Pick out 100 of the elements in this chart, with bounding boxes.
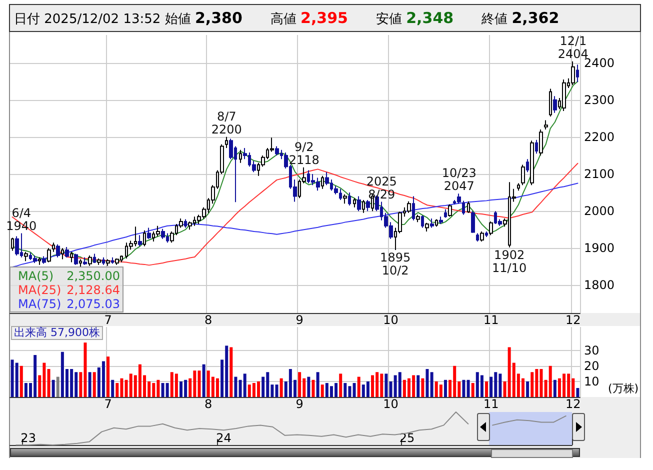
bar <box>111 380 114 397</box>
bar <box>298 372 302 397</box>
candlestick <box>239 149 242 164</box>
candlestick <box>74 253 78 266</box>
candlestick <box>111 256 114 264</box>
candlestick <box>102 256 105 266</box>
bar <box>106 356 110 397</box>
candlestick <box>11 237 14 252</box>
text: 終値 2,362 <box>482 9 560 27</box>
candlestick <box>571 60 575 86</box>
candlestick <box>188 220 192 230</box>
annotation: 8/7 2200 <box>211 109 242 136</box>
bar <box>371 375 374 397</box>
candlestick <box>138 234 142 247</box>
candlestick <box>526 158 529 173</box>
bar <box>398 372 402 397</box>
bar <box>439 384 442 397</box>
bar <box>312 380 315 397</box>
candlestick <box>348 192 351 206</box>
series-label: MA(5) 2,350.00 <box>18 269 120 283</box>
x-tick-label: 9 <box>296 313 304 327</box>
candlestick <box>225 136 228 149</box>
candlestick <box>42 256 46 264</box>
bar <box>352 383 356 397</box>
bar <box>430 372 434 397</box>
annotation: 1895 10/2 <box>380 250 411 278</box>
y-tick-label: 2000 <box>584 204 615 218</box>
bar <box>320 384 324 397</box>
chart-title: 出来高 57,900株 <box>11 326 103 340</box>
candlestick <box>467 200 470 214</box>
bar <box>88 372 92 397</box>
candlestick <box>339 188 342 200</box>
annotation: 2025 8/29 <box>366 174 397 202</box>
candlestick <box>15 236 19 256</box>
candlestick <box>343 194 347 204</box>
candlestick <box>161 228 165 240</box>
candlestick <box>70 251 73 263</box>
y-tick-label: 30 <box>584 343 600 358</box>
bar <box>471 383 474 397</box>
bar <box>366 381 370 397</box>
bar <box>20 366 23 397</box>
bar <box>344 383 347 397</box>
bar <box>275 384 278 397</box>
candlestick <box>47 248 51 263</box>
candlestick <box>517 182 520 192</box>
candlestick <box>421 215 424 228</box>
bar <box>47 369 50 397</box>
y-tick-label: 2200 <box>584 130 615 144</box>
bar <box>216 378 219 397</box>
candlestick <box>321 175 324 190</box>
candlestick <box>61 248 64 260</box>
bar <box>548 366 552 397</box>
candlestick <box>362 199 365 214</box>
candlestick <box>476 232 479 242</box>
bar <box>280 378 283 397</box>
candlestick <box>425 222 429 232</box>
candlestick <box>33 255 37 264</box>
bar <box>202 364 206 397</box>
bar <box>339 374 342 397</box>
candlestick <box>416 214 420 223</box>
candlestick <box>88 255 92 266</box>
candlestick <box>83 256 87 266</box>
bar <box>576 388 580 397</box>
candlestick <box>521 164 525 186</box>
candlestick <box>407 200 411 214</box>
bar <box>384 374 388 397</box>
candlestick <box>275 146 279 156</box>
candlestick <box>444 208 447 218</box>
candlestick <box>539 129 543 156</box>
x-tick-label: 11 <box>483 397 499 411</box>
candlestick <box>97 258 101 266</box>
candlestick <box>480 230 484 242</box>
text: 始値 2,380 <box>164 9 242 27</box>
candlestick <box>366 199 370 212</box>
candlestick <box>147 227 151 240</box>
candlestick <box>457 193 461 204</box>
candlestick <box>471 210 475 234</box>
candlestick <box>448 204 452 218</box>
x-tick-label: 10 <box>383 313 398 327</box>
x-tick-label: 23 <box>20 431 36 445</box>
bar <box>174 374 178 397</box>
candlestick <box>143 230 146 247</box>
annotation: 10/23 2047 <box>442 166 476 194</box>
x-tick-label: 7 <box>104 313 112 327</box>
candlestick <box>535 139 538 154</box>
candlestick <box>115 258 119 266</box>
bar <box>421 378 424 397</box>
bar <box>444 380 447 397</box>
annotation: 9/2 2118 <box>288 140 320 167</box>
bar <box>92 372 96 397</box>
bar <box>234 376 238 397</box>
x-tick-label: 8 <box>204 397 212 411</box>
x-tick-label: 24 <box>216 431 232 445</box>
bar <box>56 376 60 397</box>
x-tick-label: 12 <box>566 397 581 411</box>
bar <box>466 380 470 397</box>
candlestick <box>38 256 41 266</box>
bar <box>462 380 466 397</box>
candlestick <box>489 220 493 236</box>
candlestick <box>485 230 488 238</box>
